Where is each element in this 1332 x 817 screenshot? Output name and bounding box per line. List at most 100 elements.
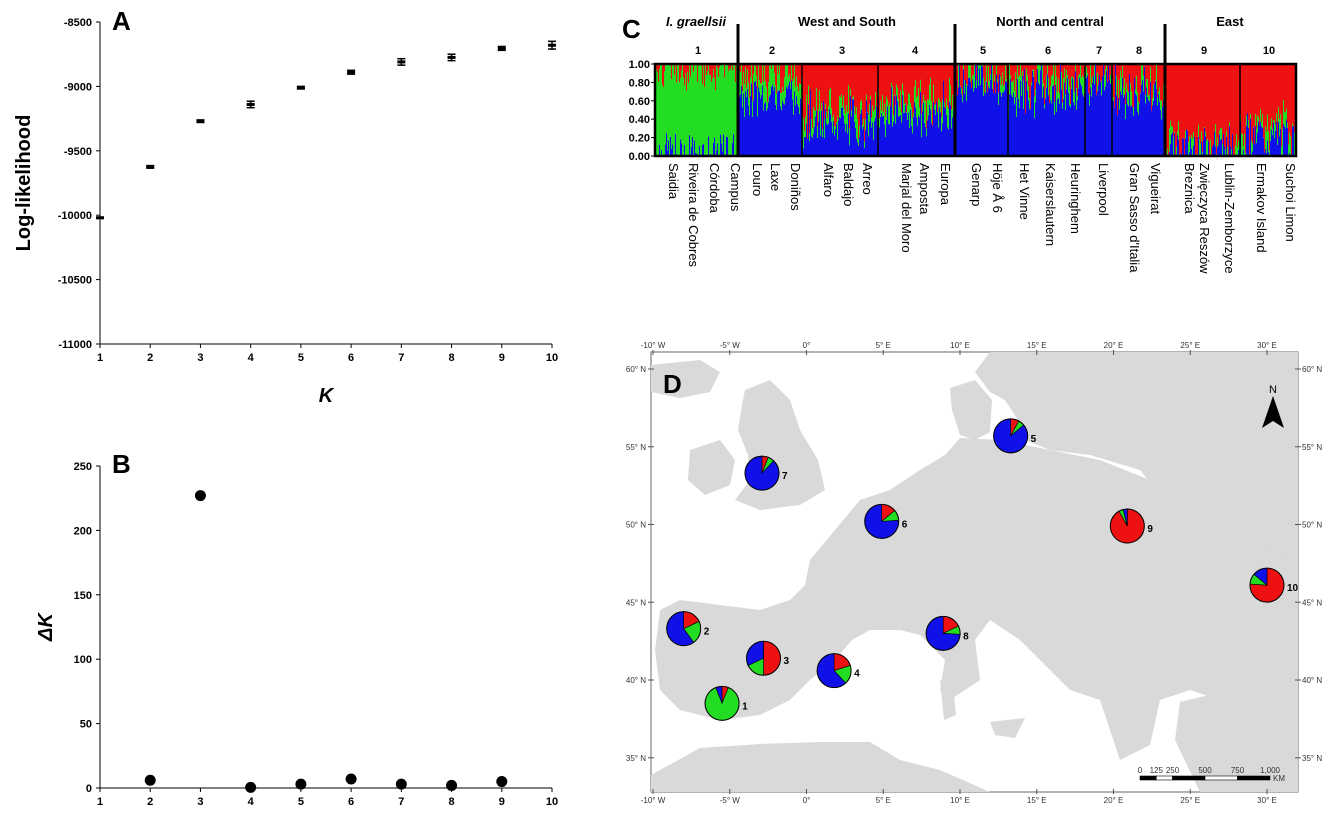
structure-bar-blue [847,133,848,156]
structure-bar-blue [1094,84,1095,156]
panel-b-letter: B [112,449,131,479]
panel-b-ytick-label: 100 [74,654,92,666]
structure-bar-red [1201,64,1202,131]
structure-bar-red [1162,64,1163,107]
structure-bar-red [1068,64,1069,79]
structure-bar-blue [1114,108,1115,156]
structure-bar-red [1194,64,1195,137]
structure-bar-blue [976,88,977,156]
structure-bar-red [1082,64,1083,75]
structure-bar-red [793,64,794,78]
structure-bar-blue [895,124,896,156]
structure-bar-red [1214,64,1215,132]
structure-bar-blue [694,140,695,156]
structure-bar-green [833,115,834,122]
structure-bar-green [846,105,847,124]
structure-bar-blue [1292,126,1293,156]
structure-bar-blue [898,117,899,156]
structure-bar-red [840,64,841,97]
structure-bar-green [825,104,826,109]
structure-bar-blue [1293,126,1294,156]
structure-bar-green [1068,79,1069,93]
structure-bar-red [918,64,919,88]
structure-bar-red [1133,64,1134,107]
structure-bar-blue [783,104,784,156]
structure-bar-red [938,64,939,98]
structure-bar-green [1256,129,1257,143]
panel-b-point [396,779,407,790]
structure-bar-green [973,75,974,92]
structure-bar-blue [1151,111,1152,156]
structure-bar-red [920,64,921,80]
structure-bar-green [1279,119,1280,136]
structure-bar-red [838,64,839,119]
site-label: Córdoba [707,163,722,214]
structure-bar-green [685,73,686,156]
structure-bar-red [1292,64,1293,124]
structure-bar-red [1036,64,1037,82]
structure-bar-green [1046,75,1047,87]
structure-bar-green [923,95,924,103]
structure-bar-red [1170,64,1171,121]
structure-bar-red [930,64,931,78]
structure-bar-red [1256,64,1257,129]
structure-bar-blue [1259,125,1260,156]
structure-bar-green [715,90,716,156]
structure-bar-red [1229,64,1230,122]
structure-bar-blue [830,114,831,156]
structure-bar-blue [1038,83,1039,156]
population-number: 10 [1263,45,1275,57]
structure-bar-green [1092,77,1093,83]
structure-bar-blue [1156,89,1157,156]
structure-bar-blue [915,107,916,156]
structure-bar-blue [1014,104,1015,156]
structure-bar-red [1093,64,1094,76]
structure-bar-green [1066,70,1067,89]
panel-b-xtick-label: 8 [448,796,454,808]
structure-bar-red [950,64,951,85]
structure-bar-blue [1148,100,1149,156]
structure-bar-blue [914,102,915,156]
structure-bar-green [860,102,861,114]
structure-bar-blue [721,144,722,156]
structure-bar-red [704,64,705,87]
structure-bar-blue [1030,110,1031,156]
structure-bar-red [752,64,753,100]
structure-bar-blue [995,93,996,156]
structure-bar-blue [1115,65,1116,156]
structure-bar-blue [1203,140,1204,156]
structure-bar-red [1227,64,1228,147]
structure-bar-green [913,113,914,117]
structure-bar-red [822,64,823,129]
structure-bar-blue [789,82,790,156]
structure-bar-green [1188,142,1189,156]
structure-bar-red [1087,64,1088,73]
structure-bar-red [1016,64,1017,98]
structure-bar-blue [844,123,845,156]
structure-bar-blue [1278,122,1279,156]
structure-bar-red [1216,64,1217,154]
structure-bar-blue [792,99,793,156]
structure-bar-blue [1076,110,1077,156]
structure-bar-green [947,106,948,128]
structure-bar-red [1145,64,1146,94]
structure-bar-blue [891,87,892,156]
structure-bar-red [718,64,719,77]
structure-bar-green [798,91,799,107]
structure-bar-green [1034,97,1035,118]
structure-bar-blue [781,110,782,156]
structure-bar-red [1071,64,1072,77]
map-lon-tick-top: 5° E [876,341,891,350]
structure-bar-red [995,64,996,93]
structure-bar-green [1169,128,1170,152]
structure-bar-blue [952,117,953,156]
structure-bar-blue [1041,65,1042,156]
structure-bar-green [687,72,688,156]
structure-bar-red [858,64,859,139]
structure-bar-blue [1146,87,1147,156]
structure-bar-red [839,64,840,96]
structure-bar-green [853,96,854,99]
structure-bar-red [765,64,766,81]
structure-bar-red [862,64,863,125]
structure-bar-green [713,69,714,143]
